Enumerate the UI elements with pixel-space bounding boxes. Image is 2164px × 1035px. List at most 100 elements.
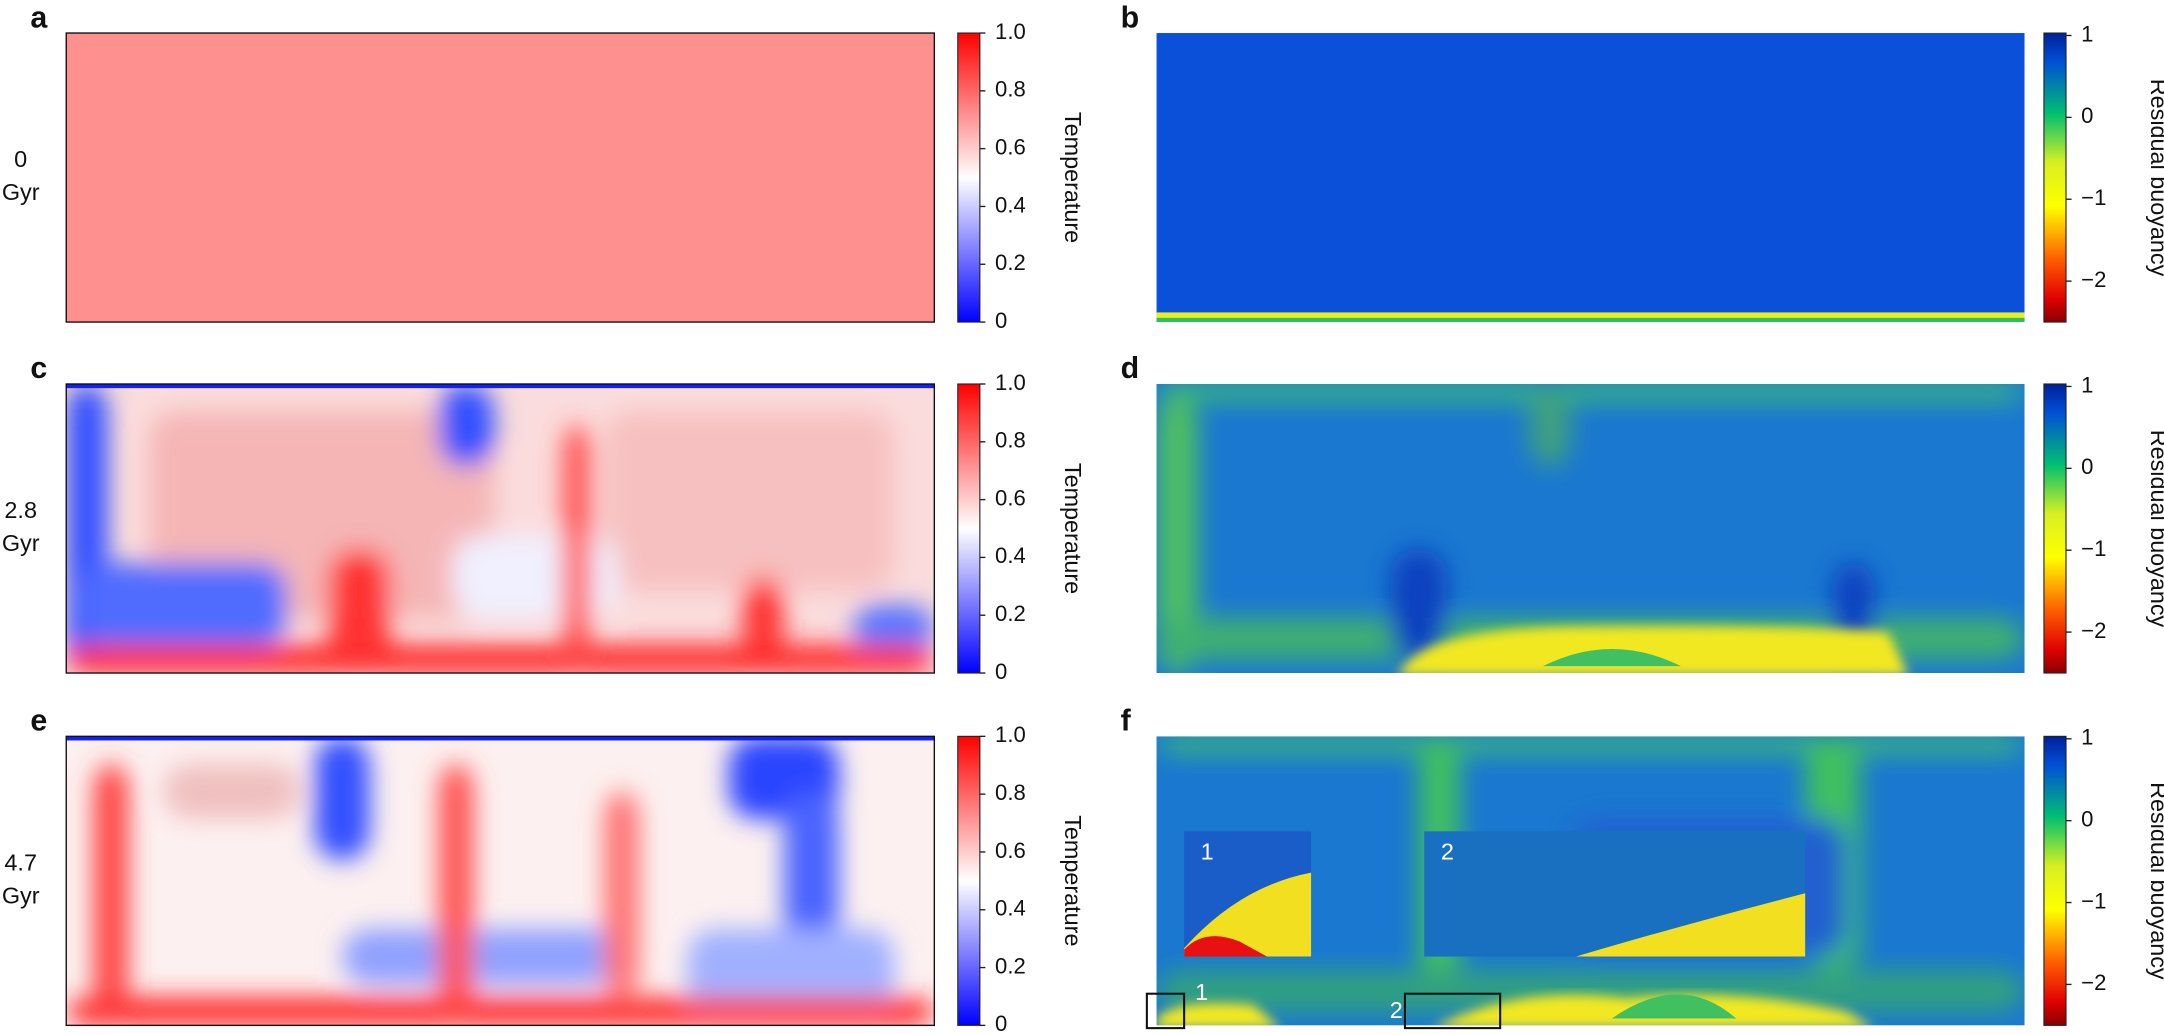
blob [80, 562, 288, 646]
blob [93, 763, 129, 1012]
time-label: 4.7 [4, 850, 37, 876]
mound-shape [1399, 626, 1908, 674]
colorbar-tick-label: 0.8 [995, 428, 1026, 453]
base-layer2 [1156, 317, 2025, 323]
blob [852, 604, 935, 653]
colorbar-tick-label: −2 [2081, 618, 2106, 643]
mound-core [1542, 648, 1681, 667]
colorbar-tick-label: −1 [2081, 536, 2106, 561]
colorbar-tick-label: 0.8 [995, 77, 1026, 102]
colorbar-label: Temperature [1060, 815, 1086, 946]
colorbar-tick-label: 0 [995, 1011, 1007, 1035]
colorbar-tick-label: 0 [2081, 103, 2093, 128]
blob [162, 763, 301, 819]
colorbar-label: Temperature [1060, 463, 1086, 594]
inset-layer [1576, 893, 1806, 957]
zoom-box-label: 2 [1390, 997, 1403, 1023]
zoom-box [1403, 992, 1502, 1030]
colorbar-tick-label: 0 [2081, 807, 2093, 832]
zoom-inset: 1 [1184, 831, 1312, 957]
time-unit: Gyr [2, 883, 40, 909]
colorbar-tick-label: 1 [2081, 372, 2093, 397]
colorbar-tick-label: 0.4 [995, 543, 1026, 568]
blob [1156, 397, 1198, 674]
field [1156, 33, 2025, 323]
top-edge [66, 383, 935, 389]
panel-frame [65, 735, 936, 1027]
panel-letter: a [30, 1, 48, 34]
blob [604, 791, 639, 998]
colorbar-label: Residual buoyancy [2146, 782, 2164, 980]
blob [66, 997, 935, 1026]
temperature-panel [65, 735, 936, 1027]
blob [314, 736, 370, 861]
colorbar [957, 383, 981, 674]
inset-layer [1184, 872, 1312, 957]
inset-hot [1184, 936, 1267, 957]
field-fill [1156, 33, 2025, 323]
colorbar-tick-label: 0 [995, 308, 1007, 333]
blob [342, 929, 619, 985]
base-layer [1156, 312, 2025, 318]
colorbar-tick-label: 0.4 [995, 192, 1026, 217]
buoyancy-panel [1156, 33, 2025, 323]
colorbar [957, 32, 981, 323]
blob [687, 929, 895, 1012]
panel-letter: f [1121, 705, 1132, 738]
colorbar-label: Temperature [1060, 112, 1086, 243]
zoom-inset: 2 [1424, 831, 1806, 957]
mound-shape [1156, 1003, 1278, 1026]
colorbar-tick-label: −2 [2081, 970, 2106, 995]
zoom-box [1145, 992, 1186, 1030]
panel-letter: b [1121, 1, 1140, 34]
blob [1529, 383, 1571, 467]
blob [604, 411, 895, 591]
blobs [66, 736, 935, 1026]
colorbar-tick-label: 0.2 [995, 250, 1026, 275]
field [66, 33, 935, 323]
colorbar-tick-label: 0.6 [995, 485, 1026, 510]
colorbar-label: Residual buoyancy [2146, 79, 2164, 277]
panel-frame [65, 383, 936, 674]
colorbar-tick-label: 1.0 [995, 19, 1026, 44]
colorbar-label: Residual buoyancy [2146, 430, 2164, 628]
blob [1156, 970, 2025, 1012]
panel-letter: d [1121, 352, 1140, 385]
colorbar [2043, 32, 2067, 323]
colorbar-tick-label: 0.6 [995, 134, 1026, 159]
colorbar-tick-label: 1 [2081, 725, 2093, 750]
blob [438, 763, 474, 1012]
time-label: 2.8 [4, 497, 37, 523]
blobs [66, 383, 935, 674]
colorbar-tick-label: 1.0 [995, 370, 1026, 395]
colorbar-tick-label: 0.4 [995, 896, 1026, 921]
blob [452, 535, 619, 618]
colorbar-tick-label: 0 [995, 659, 1007, 684]
colorbar-tick-label: −1 [2081, 185, 2106, 210]
inset-label: 2 [1441, 839, 1454, 865]
panel-letter: e [30, 705, 47, 738]
colorbar-tick-label: −2 [2081, 267, 2106, 292]
colorbar [2043, 735, 2067, 1026]
blob [438, 383, 495, 467]
mound [1399, 626, 1908, 674]
colorbar-tick-label: 0.2 [995, 953, 1026, 978]
colorbar-tick-label: 0.8 [995, 780, 1026, 805]
colorbar-tick-label: −1 [2081, 888, 2106, 913]
temperature-panel [65, 383, 936, 674]
blob [742, 576, 784, 660]
colorbar-tick-label: 0.6 [995, 838, 1026, 863]
inset-label: 1 [1201, 839, 1214, 865]
blob [66, 645, 935, 674]
colorbar [957, 735, 981, 1026]
zoom-box-label: 1 [1195, 979, 1208, 1005]
blob [563, 425, 591, 660]
panel-letter: c [30, 352, 47, 385]
blob [1156, 736, 2025, 753]
field [1156, 383, 2025, 674]
blob [1156, 383, 2025, 401]
blob [328, 549, 391, 660]
buoyancy-panel [1156, 383, 2025, 674]
top-edge [66, 736, 935, 741]
